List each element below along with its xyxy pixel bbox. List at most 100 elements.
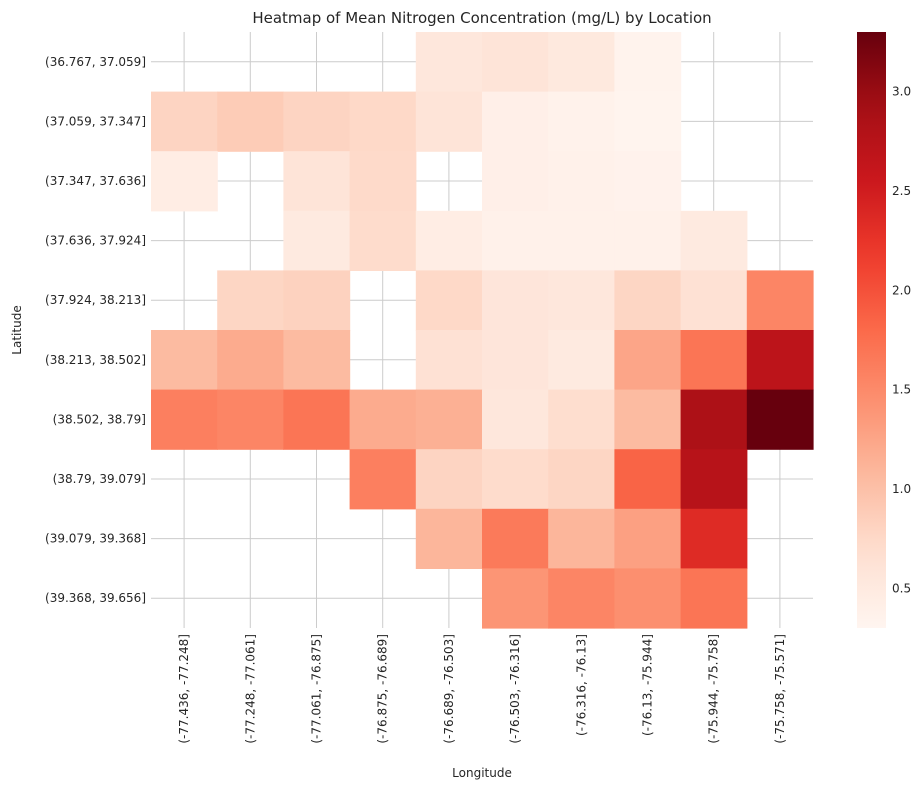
y-tick-label: (38.213, 38.502] [45,353,146,367]
heatmap-cell [482,508,549,569]
heatmap-cell [548,389,615,450]
y-tick-label: (36.767, 37.059] [45,55,146,69]
heatmap-cell [482,568,549,629]
heatmap-cell [680,210,748,271]
heatmap-cell [415,508,483,569]
heatmap-cell [349,449,417,510]
heatmap-cell [614,91,682,152]
y-tick-label: (37.636, 37.924] [45,234,146,248]
heatmap-cell [548,449,615,510]
heatmap-cell [548,330,615,391]
heatmap-cell [482,91,549,152]
y-tick-label: (38.502, 38.79] [53,412,146,426]
x-tick-label: (-76.503, -76.316] [508,634,522,744]
heatmap-cell [614,330,682,391]
x-tick-label: (-77.248, -77.061] [243,634,257,744]
y-tick-label: (38.79, 39.079] [53,472,146,486]
heatmap-cell [283,330,351,391]
heatmap-cell [680,449,748,510]
x-tick-label: (-75.944, -75.758] [707,634,721,744]
heatmap-cell [746,389,814,450]
heatmap-cell [548,32,615,93]
x-tick-label: (-76.13, -75.944] [641,634,655,736]
heatmap-cell [614,508,682,569]
heatmap-cell [217,330,284,391]
heatmap-cell [482,32,549,93]
heatmap-cell [482,389,549,450]
x-tick-label: (-75.758, -75.571] [773,634,787,744]
chart-title: Heatmap of Mean Nitrogen Concentration (… [252,9,711,27]
heatmap-cell [614,389,682,450]
heatmap-cell [614,210,682,271]
y-tick-label: (39.368, 39.656] [45,591,146,605]
heatmap-cell [680,568,748,629]
heatmap-cell [746,330,814,391]
colorbar-tick-label: 2.5 [892,184,911,198]
heatmap-cell [151,389,218,450]
heatmap-cell [283,389,351,450]
heatmap-cell [548,508,615,569]
heatmap-cell [680,508,748,569]
x-tick-label: (-76.316, -76.13] [574,634,588,736]
heatmap-cell [283,151,351,212]
y-tick-label: (39.079, 39.368] [45,532,146,546]
heatmap-cell [283,270,351,331]
x-tick-label: (-76.875, -76.689] [376,634,390,744]
heatmap-cell [614,32,682,93]
y-tick-label: (37.347, 37.636] [45,174,146,188]
heatmap-cell [482,449,549,510]
heatmap-cell [415,32,483,93]
y-tick-label: (37.059, 37.347] [45,114,146,128]
heatmap-cell [548,568,615,629]
colorbar-tick-label: 3.0 [892,85,911,99]
y-tick-labels: (36.767, 37.059] (37.059, 37.347] (37.347,… [45,55,146,605]
x-tick-label: (-77.436, -77.248] [177,634,191,744]
heatmap-cell [746,270,814,331]
heatmap-cell [415,270,483,331]
heatmap-cell [548,151,615,212]
heatmap-cell [614,151,682,212]
heatmap-cell [283,91,351,152]
heatmap-cell [548,91,615,152]
heatmap-cell [680,389,748,450]
heatmap-cell [482,330,549,391]
colorbar-tick-label: 2.0 [892,283,911,297]
colorbar-tick-label: 0.5 [892,581,911,595]
heatmap-cell [415,389,483,450]
heatmap-cell [680,270,748,331]
heatmap-cell [349,91,417,152]
heatmap-cell [415,91,483,152]
colorbar-tick-label: 1.0 [892,482,911,496]
heatmap-cell [283,210,351,271]
heatmap-cell [217,91,284,152]
heatmap-cell [217,389,284,450]
heatmap-cell [680,330,748,391]
heatmap-cell [415,210,483,271]
heatmap-cell [349,210,417,271]
colorbar-tick-label: 1.5 [892,383,911,397]
colorbar-gradient [857,32,886,628]
heatmap-cell [415,449,483,510]
heatmap-cell [151,151,218,212]
colorbar-ticks: 0.5 1.0 1.5 2.0 2.5 3.0 [892,85,911,596]
x-tick-labels: (-77.436, -77.248] (-77.248, -77.061] (-77… [177,634,787,744]
heatmap-cell [614,270,682,331]
heatmap-cell [548,270,615,331]
x-tick-label: (-77.061, -76.875] [310,634,324,744]
heatmap-cell [614,568,682,629]
heatmap-cell [482,151,549,212]
heatmap-cell [482,270,549,331]
heatmap-cell [349,151,417,212]
heatmap-cell [614,449,682,510]
heatmap-cell [548,210,615,271]
heatmap-cell [482,210,549,271]
y-axis-title: Latitude [10,305,24,354]
colorbar: 0.5 1.0 1.5 2.0 2.5 3.0 [857,32,911,628]
heatmap-cell [151,330,218,391]
heatmap-cell [217,270,284,331]
heatmap-cell [151,91,218,152]
heatmap-cells [151,32,814,629]
y-tick-label: (37.924, 38.213] [45,293,146,307]
heatmap-cell [415,330,483,391]
